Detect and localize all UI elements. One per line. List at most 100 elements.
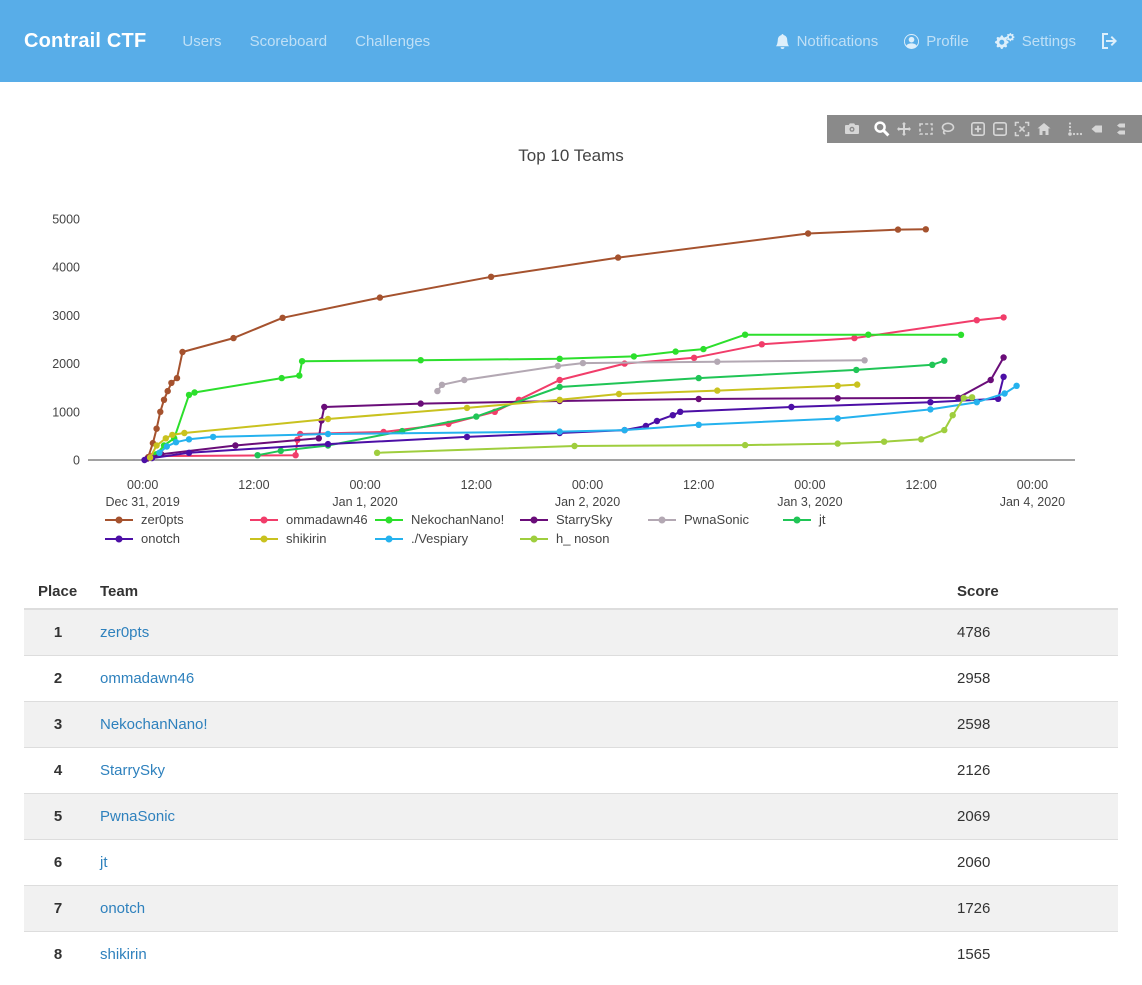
svg-text:4000: 4000: [52, 261, 80, 275]
box-select-icon: [919, 123, 933, 135]
hover-closest-button[interactable]: [1085, 115, 1107, 143]
legend-label: jt: [819, 512, 826, 527]
score-cell: 2958: [949, 655, 1118, 702]
pan-icon: [897, 122, 911, 136]
zoom-mode-button[interactable]: [871, 115, 893, 143]
bell-icon: [775, 33, 789, 49]
pan-mode-button[interactable]: [893, 115, 915, 143]
column-header-score: Score: [949, 574, 1118, 610]
column-header-team: Team: [92, 574, 949, 610]
svg-text:2000: 2000: [52, 357, 80, 371]
table-row: 8 shikirin 1565: [24, 931, 1118, 977]
nav-link-users[interactable]: Users: [182, 32, 222, 50]
table-row: 4 StarrySky 2126: [24, 747, 1118, 794]
table-row: 7 onotch 1726: [24, 885, 1118, 932]
nav-right: Notifications Profile Settings: [775, 33, 1118, 50]
chart-legend: zer0pts ommadawn46 NekochanNano! StarrySky P…: [104, 510, 1142, 548]
score-cell: 2060: [949, 839, 1118, 886]
score-cell: 2598: [949, 701, 1118, 748]
team-link[interactable]: jt: [100, 854, 108, 871]
download-plot-button[interactable]: [841, 115, 863, 143]
legend-label: ./Vespiary: [411, 531, 469, 546]
score-cell: 1726: [949, 885, 1118, 932]
lasso-select-button[interactable]: [937, 115, 959, 143]
legend-item[interactable]: NekochanNano!: [374, 512, 519, 527]
svg-text:00:00: 00:00: [349, 478, 380, 492]
legend-item[interactable]: onotch: [104, 531, 249, 546]
svg-text:00:00: 00:00: [572, 478, 603, 492]
gears-icon: [994, 33, 1015, 49]
legend-marker-icon: [783, 516, 811, 523]
legend-marker-icon: [250, 535, 278, 542]
table-row: 6 jt 2060: [24, 839, 1118, 886]
team-link[interactable]: shikirin: [100, 946, 147, 963]
place-cell: 1: [24, 608, 92, 656]
team-link[interactable]: onotch: [100, 900, 146, 917]
reset-axes-button[interactable]: [1033, 115, 1055, 143]
zoom-out-icon: [992, 121, 1007, 136]
svg-text:12:00: 12:00: [461, 478, 492, 492]
hover-compare-button[interactable]: [1107, 115, 1129, 143]
legend-label: StarrySky: [556, 512, 613, 527]
svg-text:1000: 1000: [52, 405, 80, 419]
autoscale-button[interactable]: [1011, 115, 1033, 143]
brand[interactable]: Contrail CTF: [24, 29, 147, 52]
svg-text:0: 0: [73, 454, 80, 468]
legend-marker-icon: [648, 516, 676, 523]
nav-item-settings[interactable]: Settings: [994, 33, 1076, 50]
zoom-icon: [874, 121, 890, 137]
score-cell: 2069: [949, 793, 1118, 840]
legend-label: zer0pts: [141, 512, 184, 527]
svg-text:Jan 2, 2020: Jan 2, 2020: [555, 495, 620, 509]
team-link[interactable]: StarrySky: [100, 762, 166, 779]
legend-item[interactable]: zer0pts: [104, 512, 249, 527]
svg-text:12:00: 12:00: [683, 478, 714, 492]
team-link[interactable]: zer0pts: [100, 624, 150, 641]
table-row: 1 zer0pts 4786: [24, 608, 1118, 656]
legend-item[interactable]: ./Vespiary: [374, 531, 519, 546]
zoom-out-button[interactable]: [989, 115, 1011, 143]
column-header-place: Place: [24, 574, 92, 610]
svg-text:3000: 3000: [52, 309, 80, 323]
legend-item[interactable]: jt: [782, 512, 1142, 527]
nav-item-label: Notifications: [796, 32, 879, 50]
svg-text:Jan 1, 2020: Jan 1, 2020: [332, 495, 397, 509]
zoom-in-button[interactable]: [967, 115, 989, 143]
legend-item[interactable]: StarrySky: [519, 512, 647, 527]
legend-item[interactable]: shikirin: [249, 531, 374, 546]
autoscale-icon: [1014, 121, 1030, 137]
nav-links: Users Scoreboard Challenges: [182, 33, 430, 50]
place-cell: 3: [24, 701, 92, 748]
spikelines-icon: [1068, 122, 1082, 136]
svg-text:12:00: 12:00: [906, 478, 937, 492]
nav-item-logout[interactable]: [1102, 33, 1118, 49]
legend-label: shikirin: [286, 531, 327, 546]
toggle-spikelines-button[interactable]: [1063, 115, 1085, 143]
team-link[interactable]: NekochanNano!: [100, 716, 208, 733]
chart-title: Top 10 Teams: [518, 146, 624, 165]
nav-link-scoreboard[interactable]: Scoreboard: [249, 32, 328, 50]
svg-text:5000: 5000: [52, 213, 80, 227]
home-icon: [1037, 123, 1051, 135]
legend-item[interactable]: h_ noson: [519, 531, 647, 546]
legend-item[interactable]: PwnaSonic: [647, 512, 782, 527]
hover-closest-icon: [1091, 125, 1102, 133]
camera-icon: [845, 123, 859, 134]
legend-row: zer0pts ommadawn46 NekochanNano! StarrySky P…: [104, 510, 1142, 529]
nav-item-profile[interactable]: Profile: [904, 33, 969, 50]
legend-marker-icon: [375, 535, 403, 542]
sign-out-icon: [1102, 33, 1117, 49]
box-select-button[interactable]: [915, 115, 937, 143]
navbar: Contrail CTF Users Scoreboard Challenges…: [0, 0, 1142, 82]
team-link[interactable]: PwnaSonic: [100, 808, 176, 825]
legend-marker-icon: [375, 516, 403, 523]
place-cell: 8: [24, 931, 92, 977]
legend-item[interactable]: ommadawn46: [249, 512, 374, 527]
nav-link-challenges[interactable]: Challenges: [355, 32, 431, 50]
nav-item-notifications[interactable]: Notifications: [775, 32, 879, 50]
legend-label: h_ noson: [556, 531, 610, 546]
table-row: 3 NekochanNano! 2598: [24, 701, 1118, 748]
team-link[interactable]: ommadawn46: [100, 670, 195, 687]
svg-text:00:00: 00:00: [127, 478, 158, 492]
legend-label: onotch: [141, 531, 181, 546]
